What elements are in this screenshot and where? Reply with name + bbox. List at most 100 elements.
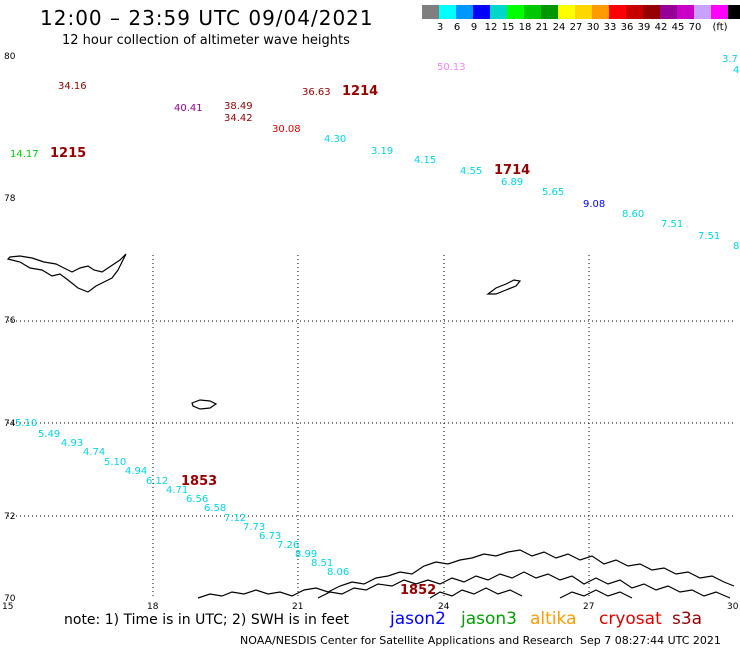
- colorbar-swatch: [507, 5, 524, 19]
- colorbar-swatch: [422, 5, 439, 19]
- colorbar-swatch: [660, 5, 677, 19]
- wave-height-label: 6.58: [204, 503, 226, 514]
- sat-jason3: jason3: [461, 609, 517, 629]
- colorbar-label: 42: [654, 22, 668, 33]
- wave-height-label: 5.10: [104, 457, 126, 468]
- time-label: 1852: [400, 583, 436, 598]
- sat-s3a: s3a: [672, 609, 703, 629]
- wave-height-label: 5.65: [542, 187, 564, 198]
- wave-height-label: 4.30: [324, 134, 346, 145]
- colorbar-swatch: [558, 5, 575, 19]
- colorbar-label: 3: [436, 22, 444, 33]
- colorbar-unit: (ft): [712, 22, 728, 33]
- x-tick-18: 18: [147, 602, 159, 612]
- colorbar-label: 70: [688, 22, 702, 33]
- y-tick-74: 74: [4, 419, 16, 429]
- colorbar-swatch: [677, 5, 694, 19]
- colorbar-label: 24: [552, 22, 566, 33]
- colorbar-swatch: [711, 5, 728, 19]
- colorbar-swatch: [490, 5, 507, 19]
- y-tick-72: 72: [4, 512, 15, 522]
- wave-height-label: 4.94: [125, 466, 147, 477]
- wave-height-label: 4.71: [166, 485, 188, 496]
- colorbar-label: 36: [620, 22, 634, 33]
- wave-height-label: 4: [733, 65, 739, 76]
- colorbar-label: 45: [671, 22, 685, 33]
- sat-altika: altika: [530, 609, 577, 629]
- wave-height-label: 7.26: [277, 540, 299, 551]
- colorbar-label: 21: [535, 22, 549, 33]
- y-tick-76: 76: [4, 316, 16, 326]
- x-tick-30: 30: [727, 602, 739, 612]
- wave-height-label: 36.63: [302, 87, 331, 98]
- wave-height-label: 7.73: [243, 522, 265, 533]
- colorbar-swatch: [541, 5, 558, 19]
- graticule: [8, 255, 735, 598]
- wave-height-label: 3.7: [722, 54, 738, 65]
- colorbar-label: 39: [637, 22, 651, 33]
- colorbar-swatch: [473, 5, 490, 19]
- wave-height-label: 4.74: [83, 447, 105, 458]
- wave-height-label: 5.10: [15, 418, 37, 429]
- colorbar-label: 33: [603, 22, 617, 33]
- wave-height-label: 4.93: [61, 438, 83, 449]
- wave-height-label: 50.13: [437, 62, 466, 73]
- wave-height-label: 7.12: [224, 513, 246, 524]
- wave-height-label: 9.08: [583, 199, 605, 210]
- colorbar-swatch: [643, 5, 660, 19]
- colorbar-swatch: [728, 5, 740, 19]
- wave-height-label: 6.12: [146, 476, 168, 487]
- wave-height-label: 3.19: [371, 146, 393, 157]
- time-label: 1853: [181, 474, 217, 489]
- wave-height-label: 4.55: [460, 166, 482, 177]
- x-tick-21: 21: [292, 602, 303, 612]
- colorbar-label: 12: [484, 22, 498, 33]
- wave-height-label: 34.16: [58, 81, 87, 92]
- wave-height-label: 7.51: [661, 219, 683, 230]
- wave-height-label: 8.60: [622, 209, 644, 220]
- axis-labels: 80 78 76 74 72 70 15 18 21 24 27 30: [2, 52, 739, 612]
- footer-timestamp: Sep 7 08:27:44 UTC 2021: [580, 634, 721, 647]
- x-tick-24: 24: [438, 602, 450, 612]
- wave-height-label: 40.41: [174, 103, 203, 114]
- wave-height-label: 7.51: [698, 231, 720, 242]
- wave-height-label: 8.51: [311, 558, 333, 569]
- footer-credit: NOAA/NESDIS Center for Satellite Applica…: [240, 634, 574, 647]
- colorbar-swatch: [626, 5, 643, 19]
- colorbar-label: 9: [470, 22, 478, 33]
- wave-height-label: 6.56: [186, 494, 208, 505]
- colorbar-label: 15: [501, 22, 515, 33]
- wave-height-label: 8.06: [327, 567, 349, 578]
- wave-height-label: 6.73: [259, 531, 281, 542]
- colorbar-swatch: [456, 5, 473, 19]
- map-note: note: 1) Time is in UTC; 2) SWH is in fe…: [64, 612, 350, 628]
- colorbar-label: 30: [586, 22, 600, 33]
- wave-height-label: 4.15: [414, 155, 436, 166]
- map-subtitle: 12 hour collection of altimeter wave hei…: [62, 33, 350, 48]
- colorbar-label: 6: [453, 22, 461, 33]
- map-title: 12:00 – 23:59 UTC 09/04/2021: [40, 6, 374, 30]
- colorbar-swatch: [439, 5, 456, 19]
- x-tick-15: 15: [2, 602, 13, 612]
- x-tick-27: 27: [583, 602, 594, 612]
- time-label: 1215: [50, 146, 86, 161]
- wave-height-label: 5.49: [38, 429, 60, 440]
- colorbar-swatch: [694, 5, 711, 19]
- y-tick-78: 78: [4, 194, 16, 204]
- wave-height-label: 30.08: [272, 124, 301, 135]
- sat-jason2: jason2: [390, 609, 446, 629]
- wave-height-label: 38.49: [224, 101, 253, 112]
- colorbar-label: 27: [569, 22, 583, 33]
- time-label: 1214: [342, 84, 378, 99]
- coastline: [6, 253, 735, 599]
- colorbar-swatch: [609, 5, 626, 19]
- wave-height-label: 14.17: [10, 149, 39, 160]
- colorbar-swatch: [575, 5, 592, 19]
- wave-height-label: 8.99: [295, 549, 317, 560]
- y-tick-70: 70: [4, 594, 16, 604]
- colorbar-label: 18: [518, 22, 532, 33]
- time-label: 1714: [494, 163, 530, 178]
- wave-height-label: 6.89: [501, 177, 523, 188]
